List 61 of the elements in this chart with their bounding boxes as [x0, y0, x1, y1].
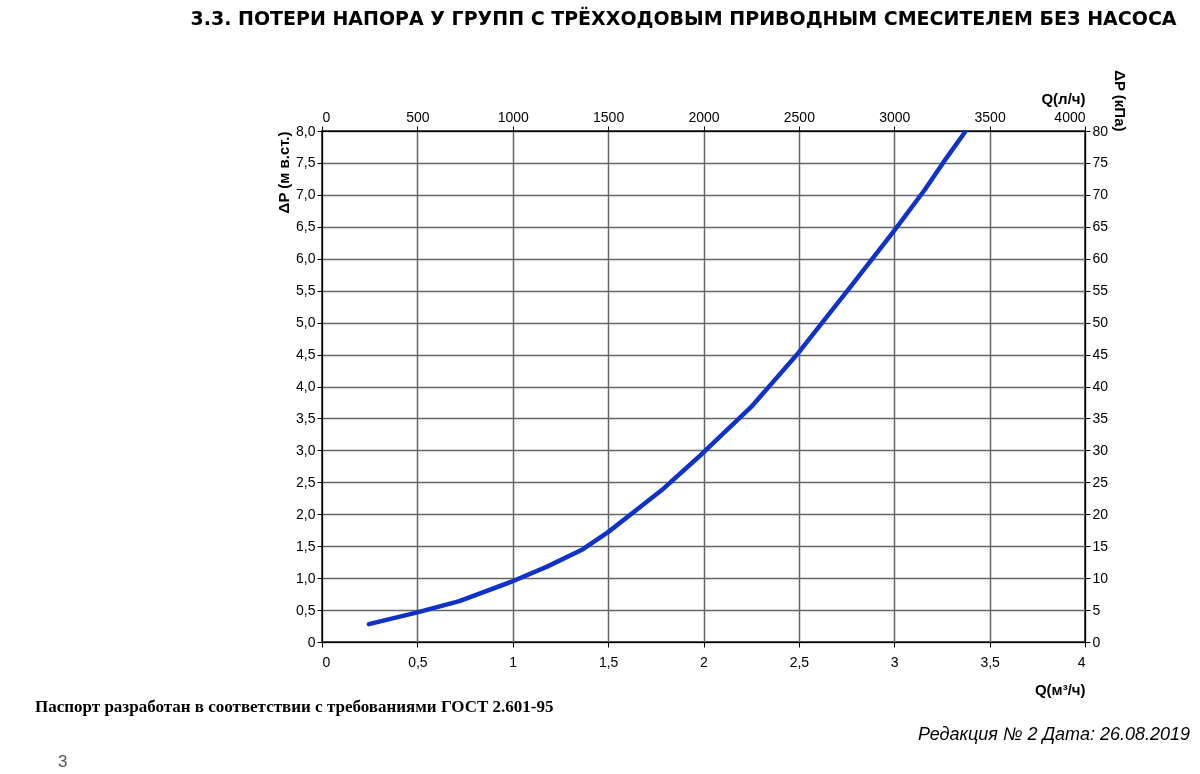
y-tick-label: 5,5: [296, 282, 316, 299]
text: Редакция № 2 Дата: 26.08.2019: [917, 724, 1190, 745]
y2-tick-label: 60: [1092, 250, 1109, 267]
x2-tick-label: 500: [406, 108, 430, 125]
x-tick-label: 1: [509, 653, 518, 670]
x-tick-label: 0,5: [408, 653, 428, 670]
y-tick-label: 7,0: [296, 186, 316, 203]
x-tick-label: 2: [700, 653, 709, 670]
y-tick-label: 4,0: [296, 378, 316, 394]
x-axis-title: Q(м³/ч): [1034, 680, 1086, 698]
y2-tick-label: 45: [1092, 346, 1109, 363]
y-axis-title: ΔP (м в.ст.): [275, 131, 293, 214]
y2-tick-label: 50: [1092, 314, 1109, 331]
y2-tick-label: 0: [1092, 633, 1101, 650]
y-tick-label: 0: [307, 633, 316, 650]
y2-tick-label: 15: [1092, 537, 1109, 554]
y-tick-label: 3,0: [296, 441, 316, 458]
text: 3: [58, 752, 68, 772]
x2-tick-label: 2000: [688, 108, 720, 125]
y-tick-label: 0,5: [296, 601, 316, 618]
x2-tick-label: 2500: [783, 108, 816, 125]
x-tick-label: 2,5: [789, 653, 810, 670]
text: Паспорт разработан в соответствии с требованиями ГОСТ 2.601-95: [35, 697, 554, 717]
y-tick-label: 7,5: [296, 154, 316, 171]
y2-tick-label: 40: [1092, 378, 1109, 394]
y2-tick-label: 35: [1092, 409, 1109, 426]
y-tick-label: 2,5: [296, 473, 316, 490]
y2-tick-label: 5: [1092, 601, 1101, 618]
y-tick-label: 5,0: [296, 314, 316, 331]
y2-tick-label: 20: [1092, 505, 1109, 522]
y2-tick-label: 70: [1092, 186, 1109, 203]
x-tick-label: 3: [890, 653, 899, 670]
x-tick-label: 0: [322, 653, 331, 670]
chart-title: 3.3. ПОТЕРИ НАПОРА У ГРУПП С ТРЁХХОДОВЫМ ПРИВОДНЫМ СМЕСИТЕЛЕМ БЕЗ НАСОСА: [190, 6, 1177, 30]
y-tick-label: 2,0: [296, 505, 316, 522]
x2-tick-label: 1000: [497, 108, 530, 125]
x-tick-label: 4: [1077, 653, 1086, 670]
y2-tick-label: 30: [1092, 441, 1109, 458]
y-tick-label: 6,5: [296, 218, 316, 235]
y2-tick-label: 25: [1092, 473, 1109, 490]
x2-tick-label: 1500: [593, 108, 625, 125]
y-tick-label: 4,5: [296, 346, 316, 363]
x-tick-label: 3,5: [980, 653, 1001, 670]
y2-tick-label: 65: [1092, 218, 1109, 235]
y-tick-label: 8,0: [296, 122, 316, 139]
y-tick-label: 6,0: [296, 250, 316, 267]
line-series: [366, 130, 968, 627]
y2-tick-label: 55: [1092, 282, 1109, 299]
x2-axis-title: Q(л/ч): [1041, 89, 1086, 107]
y2-tick-label: 80: [1092, 122, 1109, 139]
x2-tick-label: 3500: [974, 108, 1006, 125]
x2-tick-label: 4000: [1054, 108, 1086, 125]
x2-tick-label: 3000: [879, 108, 911, 125]
y-tick-label: 3,5: [296, 409, 316, 426]
x2-tick-label: 0: [322, 108, 331, 125]
y2-tick-label: 10: [1092, 569, 1109, 586]
y2-tick-label: 75: [1092, 154, 1109, 171]
y-tick-label: 1,0: [296, 569, 316, 586]
x-tick-label: 1,5: [598, 653, 619, 670]
y-tick-label: 1,5: [296, 537, 316, 554]
y2-axis-title: ΔP (кПа): [1112, 70, 1130, 132]
